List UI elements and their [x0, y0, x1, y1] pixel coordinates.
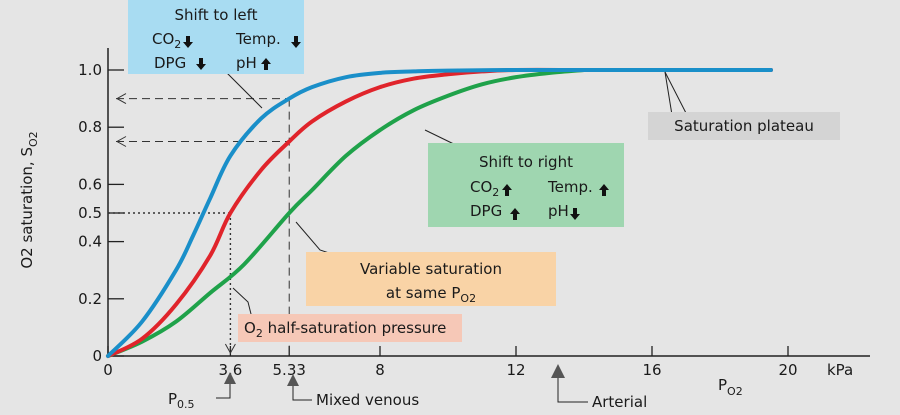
x-tick-label: 3.6	[218, 361, 242, 379]
bottom-markers: P0.5 Mixed venous Arterial	[168, 364, 647, 411]
p05-pointer	[216, 380, 231, 399]
variable-saturation-annotation: Variable saturation at same PO2	[295, 221, 556, 306]
variable-leader	[295, 221, 339, 257]
arrow-up-icon	[261, 58, 271, 70]
shift-left-dpg: DPG	[154, 54, 186, 72]
p05-label: P0.5	[168, 390, 195, 411]
shift-left-ph: pH	[236, 54, 257, 72]
shift-left-title: Shift to left	[175, 6, 258, 24]
shift-right-co2: CO2	[470, 178, 499, 199]
curves	[106, 67, 773, 358]
shift-left-box	[128, 0, 304, 74]
y-tick-label: 0.2	[78, 290, 102, 308]
plateau-label: Saturation plateau	[674, 117, 814, 135]
arrow-left-icon	[115, 136, 127, 147]
y-tick-label: 0	[92, 347, 102, 365]
shift-left-co2: CO2	[152, 30, 181, 51]
shift-right-title: Shift to right	[479, 153, 573, 171]
x-tick-label: 8	[375, 361, 385, 379]
plateau-annotation: Saturation plateau	[648, 71, 840, 140]
shift-left-temp: Temp.	[235, 30, 281, 48]
venous-pointer	[292, 382, 312, 401]
arrow-up-icon	[510, 208, 520, 220]
arrow-up-icon	[551, 364, 565, 378]
x-tick-label: 5.33	[273, 361, 306, 379]
shift-right-dpg: DPG	[470, 202, 502, 220]
half-pressure-box	[238, 314, 462, 342]
y-tick-label: 0.5	[78, 204, 102, 222]
y-tick-label: 0.6	[78, 175, 102, 193]
x-tick-label: 16	[642, 361, 661, 379]
y-ticks: 0 0.2 0.4 0.5 0.6 0.8 1.0	[78, 61, 124, 365]
x-tick-label: 20	[778, 361, 797, 379]
arterial-label: Arterial	[592, 393, 647, 411]
shift-left-leader	[221, 67, 263, 109]
half-pressure-annotation: O2 half-saturation pressure	[232, 287, 462, 342]
variable-line2: at same PO2	[386, 284, 476, 305]
curve-right	[106, 68, 586, 358]
shift-right-annotation: Shift to right CO2 Temp. DPG pH	[424, 129, 624, 227]
mixed-venous-label: Mixed venous	[316, 391, 419, 409]
x-ticks: 0 3.6 5.33 8 12 16 20	[103, 346, 798, 379]
shift-left-annotation: Shift to left CO2 Temp. DPG pH	[128, 0, 304, 109]
x-tick-label: 0	[103, 361, 113, 379]
arrow-left-icon	[115, 93, 127, 105]
x-tick-label: 12	[506, 361, 525, 379]
arrow-up-icon	[224, 372, 236, 384]
y-tick-label: 0.8	[78, 118, 102, 136]
y-tick-label: 0.4	[78, 233, 102, 251]
arrow-down-icon	[224, 343, 236, 355]
half-pressure-leader	[232, 287, 253, 319]
arrow-up-icon	[502, 184, 512, 196]
curve-left	[106, 67, 773, 358]
shift-right-ph: pH	[548, 202, 569, 220]
arrow-down-icon	[291, 36, 301, 48]
arrow-down-icon	[570, 208, 580, 220]
y-axis-title: O2 saturation, SO2	[18, 131, 40, 268]
plateau-leader	[664, 71, 688, 116]
variable-box	[306, 252, 556, 306]
x-axis-unit: kPa	[827, 361, 853, 379]
plateau-box	[648, 112, 840, 140]
y-tick-label: 1.0	[78, 61, 102, 79]
arterial-pointer	[557, 374, 588, 403]
shift-right-box	[428, 143, 624, 227]
x-axis-title: PO2	[718, 376, 743, 398]
arrow-down-icon	[196, 58, 206, 70]
half-pressure-label: O2 half-saturation pressure	[244, 319, 446, 340]
variable-line1: Variable saturation	[360, 260, 502, 278]
arrow-up-icon	[599, 184, 609, 196]
plateau-leader-2	[664, 71, 673, 116]
shift-right-temp: Temp.	[547, 178, 593, 196]
arrow-down-icon	[183, 36, 193, 48]
arrow-up-icon	[287, 374, 299, 386]
